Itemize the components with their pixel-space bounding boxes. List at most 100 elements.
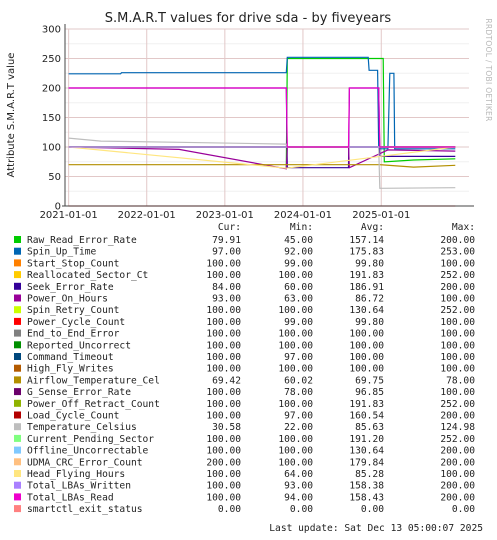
legend-value-avg: 186.91 (349, 282, 384, 293)
legend-value-cur: 100.00 (206, 469, 241, 480)
legend-value-avg: 99.80 (355, 258, 384, 269)
legend-series-name: Power_Cycle_Count (27, 317, 125, 328)
x-tick-label: 2025-01-01 (352, 210, 410, 221)
legend-value-avg: 158.43 (349, 492, 384, 503)
legend-swatch (14, 364, 21, 372)
legend-series-name: Head_Flying_Hours (27, 469, 125, 480)
legend-value-cur: 97.00 (212, 247, 241, 258)
legend-header-cur: Cur: (218, 222, 241, 233)
legend-value-avg: 100.00 (349, 364, 384, 375)
series-line-total-lbas-read (68, 87, 456, 148)
legend-value-min: 60.00 (284, 282, 313, 293)
legend-value-max: 100.00 (440, 258, 475, 269)
legend-value-max: 100.00 (440, 340, 475, 351)
legend-series-name: Reported_Uncorrect (27, 340, 131, 351)
legend-value-min: 45.00 (284, 235, 313, 246)
legend-series-name: End_to_End_Error (27, 329, 120, 340)
legend-value-max: 100.00 (440, 364, 475, 375)
legend-value-cur: 100.00 (206, 481, 241, 492)
legend-value-avg: 86.72 (355, 294, 384, 305)
legend-series-name: UDMA_CRC_Error_Count (27, 457, 143, 468)
legend-swatch (14, 493, 21, 501)
legend-value-cur: 100.00 (206, 270, 241, 281)
legend-swatch (14, 317, 21, 325)
chart-title: S.M.A.R.T values for drive sda - by five… (105, 11, 392, 26)
legend-value-max: 124.98 (440, 422, 475, 433)
x-tick-label: 2024-01-01 (274, 210, 332, 221)
legend-header-max: Max: (452, 222, 475, 233)
legend-swatch (14, 411, 21, 419)
legend-swatch (14, 470, 21, 477)
legend-value-max: 253.00 (440, 247, 475, 258)
series-line-raw-read-error-rate (285, 57, 456, 168)
legend-value-min: 63.00 (284, 294, 313, 305)
legend-value-cur: 100.00 (206, 364, 241, 375)
legend-series-name: Total_LBAs_Read (27, 492, 114, 503)
legend-value-max: 200.00 (440, 411, 475, 422)
legend-value-avg: 69.75 (355, 375, 384, 386)
legend-value-cur: 100.00 (206, 317, 241, 328)
rrdtool-side-label: RRDTOOL / TOBI OETIKER (484, 18, 493, 121)
legend-value-cur: 100.00 (206, 258, 241, 269)
legend-value-max: 252.00 (440, 270, 475, 281)
legend-swatch (14, 236, 21, 243)
legend-value-cur: 100.00 (206, 329, 241, 340)
legend-series-name: Current_Pending_Sector (27, 434, 154, 445)
legend-value-cur: 84.00 (212, 282, 241, 293)
legend-value-cur: 30.58 (212, 422, 241, 433)
legend-swatch (14, 271, 21, 279)
legend-series-name: Spin_Up_Time (27, 247, 97, 258)
legend-value-max: 100.00 (440, 387, 475, 398)
legend-value-max: 100.00 (440, 352, 475, 363)
legend-value-cur: 100.00 (206, 492, 241, 503)
legend-value-max: 100.00 (440, 317, 475, 328)
legend-value-cur: 200.00 (206, 457, 241, 468)
legend-value-min: 100.00 (278, 270, 313, 281)
legend-series-name: Total_LBAs_Written (27, 481, 131, 492)
legend-swatch (14, 294, 21, 302)
legend-value-min: 92.00 (284, 247, 313, 258)
legend-swatch (14, 306, 21, 314)
legend-value-avg: 175.83 (349, 247, 384, 258)
legend-value-max: 252.00 (440, 305, 475, 316)
legend-swatch (14, 376, 21, 384)
legend-swatch (14, 458, 21, 466)
legend-value-max: 200.00 (440, 282, 475, 293)
legend-value-avg: 96.85 (355, 387, 384, 398)
legend: Cur: Min: Avg: Max: Raw_Read_Error_Rate 79.91… (14, 222, 475, 515)
legend-series-name: Command_Timeout (27, 352, 114, 363)
legend-value-min: 100.00 (278, 340, 313, 351)
series-line-head-flying-hours (68, 146, 456, 169)
y-tick-label: 200 (42, 84, 61, 95)
legend-header-min: Min: (290, 222, 313, 233)
legend-value-min: 22.00 (284, 422, 313, 433)
legend-value-max: 200.00 (440, 457, 475, 468)
legend-value-max: 252.00 (440, 399, 475, 410)
legend-value-max: 200.00 (440, 492, 475, 503)
legend-value-avg: 157.14 (349, 235, 384, 246)
legend-series-name: Start_Stop_Count (27, 258, 119, 269)
legend-value-avg: 191.83 (349, 399, 384, 410)
legend-header-avg: Avg: (361, 222, 384, 233)
legend-value-max: 100.00 (440, 469, 475, 480)
legend-series-name: Spin_Retry_Count (27, 305, 119, 316)
legend-swatch (14, 505, 21, 513)
legend-swatch (14, 388, 21, 396)
legend-value-cur: 100.00 (206, 411, 241, 422)
legend-value-cur: 100.00 (206, 446, 241, 457)
legend-value-min: 94.00 (284, 492, 313, 503)
legend-series-name: G_Sense_Error_Rate (27, 387, 131, 398)
legend-value-avg: 130.64 (349, 305, 384, 316)
legend-value-min: 99.00 (284, 258, 313, 269)
legend-swatch (14, 481, 21, 489)
legend-series-name: Temperature_Celsius (27, 422, 137, 433)
legend-series-name: High_Fly_Writes (27, 364, 114, 375)
legend-value-avg: 191.20 (349, 434, 384, 445)
legend-swatch (14, 353, 21, 360)
legend-series-name: Reallocated_Sector_Ct (27, 270, 148, 281)
legend-value-max: 200.00 (440, 481, 475, 492)
legend-value-min: 97.00 (284, 411, 313, 422)
legend-value-avg: 0.00 (361, 504, 384, 515)
legend-value-min: 64.00 (284, 469, 313, 480)
